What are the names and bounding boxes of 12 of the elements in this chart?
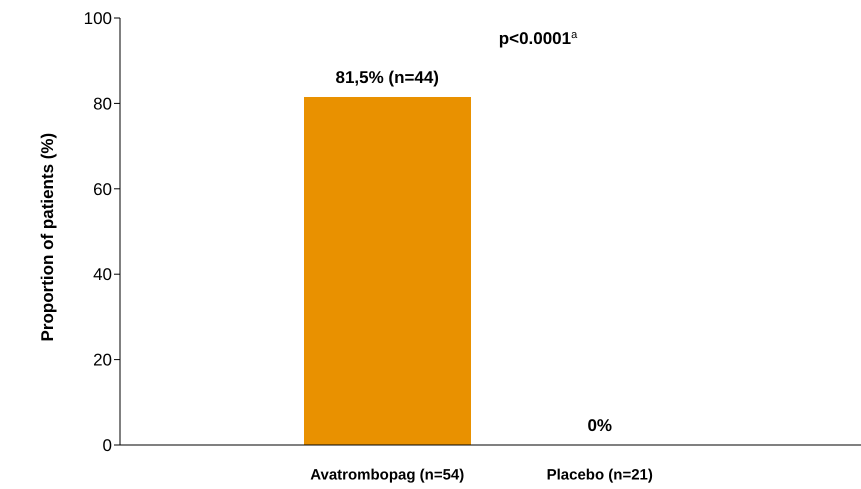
- y-tick-label: 40: [93, 265, 112, 284]
- annotation: p<0.0001$^{a}$: [498, 29, 578, 48]
- y-tick-label: 80: [93, 94, 112, 114]
- y-tick-label: 60: [93, 180, 112, 199]
- y-tick-label: 100: [84, 9, 112, 28]
- y-tick-label: 0: [102, 436, 112, 456]
- data-label: 81,5% (n=44): [336, 68, 439, 87]
- y-tick-label: 20: [93, 350, 112, 370]
- data-label: 0%: [587, 416, 612, 435]
- y-axis-title: Proportion of patients (%): [38, 132, 58, 342]
- x-tick-label: Placebo (n=21): [546, 466, 653, 484]
- x-tick-label: Avatrombopag (n=54): [310, 466, 464, 484]
